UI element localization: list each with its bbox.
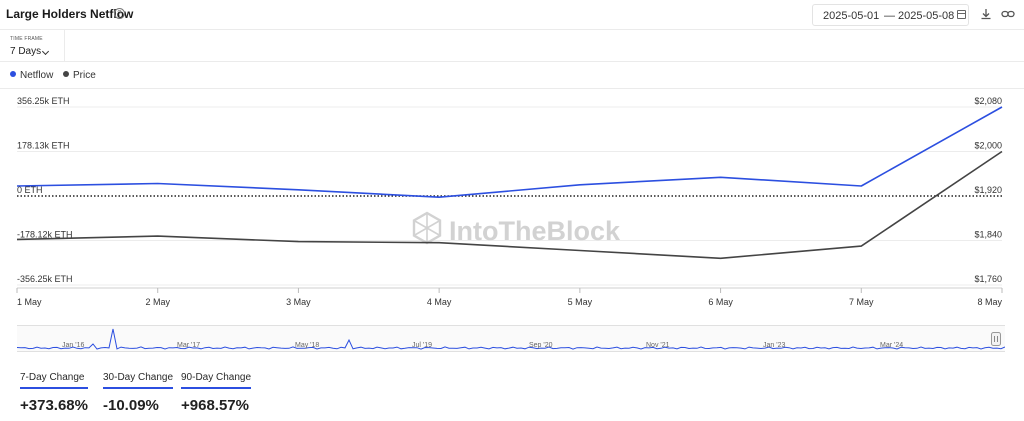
chart-title: Large Holders Netflow [6, 7, 134, 21]
y-left-tick-label: 356.25k ETH [17, 96, 70, 106]
chart-header: Large Holders Netflow ? 2025-05-01 — 202… [0, 0, 1024, 30]
stat-value: +373.68% [20, 397, 88, 414]
stat-label: 7-Day Change [20, 372, 88, 389]
stat-90-day: 90-Day Change +968.57% [181, 372, 252, 414]
y-right-tick-label: $1,920 [974, 185, 1002, 195]
x-tick-label: 6 May [708, 297, 733, 307]
y-left-tick-label: -178.12k ETH [17, 230, 73, 240]
date-end: 2025-05-08 [898, 10, 955, 22]
stat-label: 90-Day Change [181, 372, 252, 389]
y-axis-right: $2,080 $2,000 $1,920 $1,840 $1,760 [974, 96, 1002, 284]
stat-value: -10.09% [103, 397, 159, 414]
navigator-label: Jul '19 [412, 342, 433, 349]
stat-7-day: 7-Day Change +373.68% [20, 372, 88, 414]
change-stats: 7-Day Change +373.68% 30-Day Change -10.… [0, 372, 1024, 421]
watermark-text: IntoTheBlock [449, 216, 621, 246]
legend-dot-icon [10, 71, 16, 77]
link-icon[interactable] [1001, 8, 1015, 20]
timeframe-selector[interactable]: TIME FRAME 7 Days [0, 30, 65, 62]
x-axis: 1 May 2 May 3 May 4 May 5 May 6 May 7 May 8 May [16, 287, 1003, 307]
navigator-sparkline [17, 328, 1005, 350]
download-icon[interactable] [980, 8, 992, 20]
legend-dot-icon [63, 71, 69, 77]
navigator-label: Sep '20 [529, 342, 553, 349]
navigator-label: Mar '17 [177, 342, 201, 349]
date-separator: — [884, 10, 895, 22]
range-navigator[interactable]: Jan '16 Mar '17 May '18 Jul '19 Sep '20 Nov '… [17, 325, 1005, 352]
x-tick-label: 7 May [849, 297, 874, 307]
watermark-logo-icon [412, 211, 442, 245]
legend-item-netflow[interactable]: Netflow [10, 70, 53, 81]
legend-item-price[interactable]: Price [63, 70, 96, 81]
navigator-label: Jan '23 [763, 342, 786, 349]
stat-value: +968.57% [181, 397, 249, 414]
y-right-tick-label: $1,760 [974, 274, 1002, 284]
navigator-line [17, 328, 1005, 350]
question-circle-icon[interactable]: ? [114, 8, 125, 19]
series-lines [16, 106, 1003, 260]
y-axis-left: 356.25k ETH 178.13k ETH 0 ETH -178.12k ETH -… [17, 96, 73, 284]
timeframe-label: TIME FRAME [10, 36, 43, 42]
legend-label: Netflow [20, 70, 54, 81]
navigator-label: Nov '21 [646, 342, 670, 349]
legend-label: Price [73, 70, 96, 81]
y-left-tick-label: 178.13k ETH [17, 141, 70, 151]
y-left-tick-label: 0 ETH [17, 185, 43, 195]
grid-lines [17, 106, 1002, 286]
series-line-price [16, 150, 1003, 260]
x-tick-label: 5 May [568, 297, 593, 307]
x-tick-label: 8 May [977, 297, 1002, 307]
timeframe-value: 7 Days [10, 46, 42, 57]
navigator-label: May '18 [295, 342, 320, 349]
x-tick-label: 1 May [17, 297, 42, 307]
stat-30-day: 30-Day Change -10.09% [103, 372, 174, 414]
x-tick-label: 4 May [427, 297, 452, 307]
range-handle-icon[interactable] [991, 332, 1001, 346]
divider [0, 88, 1024, 89]
date-range-picker[interactable]: 2025-05-01 — 2025-05-08 [812, 4, 969, 26]
navigator-label: Jan '16 [62, 342, 85, 349]
y-left-tick-label: -356.25k ETH [17, 274, 73, 284]
y-right-tick-label: $2,000 [974, 141, 1002, 151]
series-line-netflow [16, 106, 1003, 198]
calendar-icon[interactable] [957, 10, 966, 19]
y-right-tick-label: $1,840 [974, 230, 1002, 240]
navigator-label: Mar '24 [880, 342, 904, 349]
stat-label: 30-Day Change [103, 372, 174, 389]
y-right-tick-label: $2,080 [974, 96, 1002, 106]
date-start: 2025-05-01 [823, 10, 880, 22]
x-tick-label: 2 May [145, 297, 170, 307]
x-tick-label: 3 May [286, 297, 311, 307]
divider [65, 61, 1024, 62]
watermark: IntoTheBlock [412, 211, 621, 246]
